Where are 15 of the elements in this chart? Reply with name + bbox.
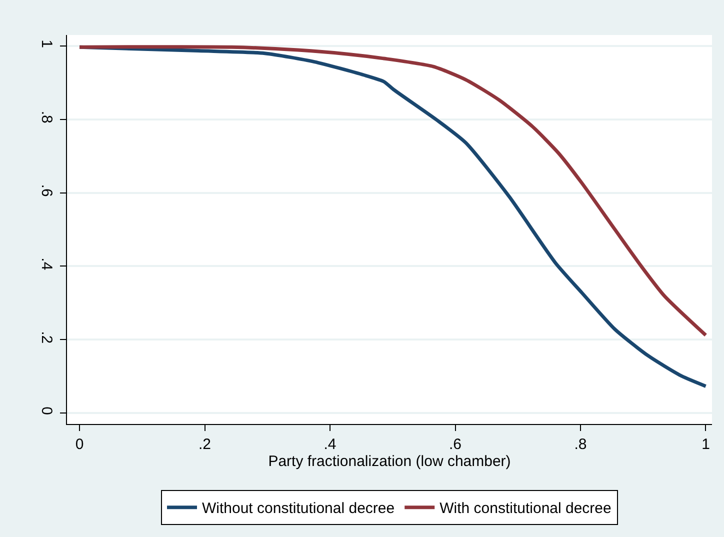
legend-label: Without constitutional decree — [202, 500, 395, 518]
x-tick-label: 0 — [75, 436, 84, 453]
y-tick-label: .2 — [38, 331, 55, 344]
y-tick-label: .4 — [38, 258, 55, 270]
x-tick-label: .6 — [448, 436, 462, 453]
x-tick-label: 1 — [702, 436, 710, 453]
x-tick-label: .8 — [574, 436, 587, 453]
x-tick-label: .4 — [324, 436, 336, 453]
y-tick-label: 1 — [38, 40, 55, 48]
y-tick-label: .8 — [38, 110, 55, 124]
x-tick-label: .2 — [198, 436, 212, 453]
y-tick-label: .6 — [38, 184, 55, 197]
y-tick-label: 0 — [38, 406, 55, 415]
legend-label: With constitutional decree — [440, 500, 612, 518]
x-axis-title: Party fractionalization (low chamber) — [268, 453, 511, 470]
